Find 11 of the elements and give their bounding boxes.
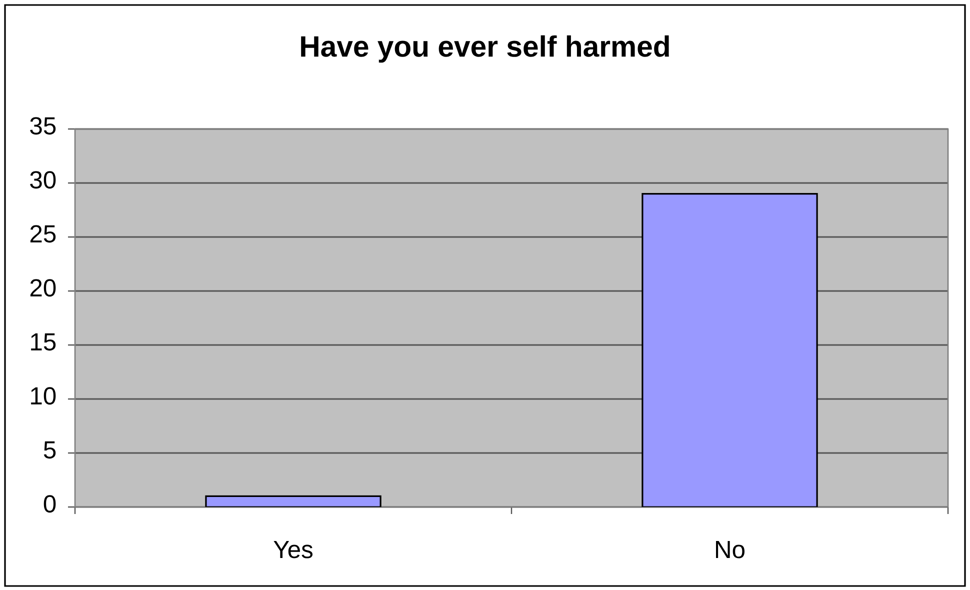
x-tick-label: Yes <box>274 541 312 558</box>
y-tick-label: 35 <box>30 117 56 135</box>
y-tick-label: 25 <box>30 225 56 243</box>
chart-title: Have you ever self harmed <box>301 35 669 63</box>
y-tick-label: 15 <box>31 333 56 351</box>
y-tick-label: 0 <box>44 495 56 513</box>
x-tick-label: No <box>716 541 744 558</box>
y-tick-label: 30 <box>30 171 56 189</box>
y-tick-label: 20 <box>30 279 56 297</box>
y-tick-label: 5 <box>44 441 56 459</box>
y-tick-label: 10 <box>31 387 56 405</box>
